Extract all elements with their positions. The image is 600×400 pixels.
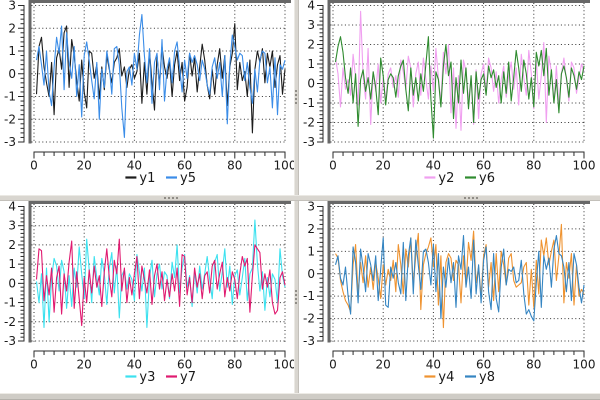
x-tick-label: 60 [476, 358, 491, 372]
y-tick-label: 0 [8, 67, 16, 81]
splitter-grip-icon [295, 90, 297, 104]
y-tick-label: 1 [307, 57, 315, 71]
x-tick-label: 40 [426, 159, 441, 173]
y-tick-label: 2 [8, 238, 16, 252]
plot-panel-top-left[interactable]: -3 -2 -1 0 1 2 3 0 20 40 60 80 100 y1 y5 [0, 0, 294, 194]
y-tick-label: -1 [303, 96, 315, 110]
y-tick-label: 2 [8, 21, 16, 35]
y-tick-label: -3 [4, 334, 16, 348]
x-tick-label: 100 [274, 358, 294, 372]
series-y8-line [334, 235, 585, 322]
x-tick-label: 100 [573, 159, 596, 173]
plot-panel-top-right[interactable]: -3 -2 -1 0 1 2 3 4 0 20 40 60 80 100 y2 y6 [299, 0, 600, 194]
plot-area[interactable]: -3 -2 -1 0 1 2 3 0 20 40 60 80 100 y4 y8 [299, 201, 600, 392]
y-tick-label: 1 [307, 244, 315, 258]
legend-item-y8: y8 [465, 370, 495, 385]
legend-item-y5: y5 [166, 171, 196, 186]
x-tick-label: 60 [177, 159, 192, 173]
y-tick-label: -3 [303, 334, 315, 348]
y-tick-label: -2 [4, 315, 16, 329]
legend-label: y4 [438, 370, 454, 385]
x-tick-label: 0 [30, 358, 38, 372]
x-tick-label: 0 [329, 358, 337, 372]
x-tick-label: 80 [227, 159, 242, 173]
legend-label: y2 [438, 171, 454, 186]
y-tick-label: 0 [8, 276, 16, 290]
y-tick-label: 3 [307, 201, 315, 214]
series-y6-line [334, 36, 585, 139]
x-tick-label: 80 [526, 159, 541, 173]
y-tick-label: 1 [8, 257, 16, 271]
y-tick-label: 3 [8, 219, 16, 233]
y-tick-label: 2 [307, 222, 315, 236]
legend-item-y2: y2 [424, 171, 454, 186]
y-tick-label: -2 [303, 116, 315, 130]
x-tick-label: 100 [573, 358, 596, 372]
y-tick-label: -1 [4, 90, 16, 104]
legend-label: y1 [139, 171, 155, 186]
x-tick-label: 40 [127, 159, 142, 173]
window-bottom-edge [0, 392, 600, 400]
x-tick-label: 0 [30, 159, 38, 173]
x-tick-label: 100 [274, 159, 294, 173]
y-tick-label: -3 [303, 135, 315, 149]
x-tick-label: 20 [376, 159, 391, 173]
legend-label: y3 [139, 370, 155, 385]
legend-item-y7: y7 [166, 370, 196, 385]
y-tick-label: 4 [8, 201, 16, 214]
y-tick-label: -1 [4, 296, 16, 310]
x-tick-label: 0 [329, 159, 337, 173]
plot-panel-bottom-right[interactable]: -3 -2 -1 0 1 2 3 0 20 40 60 80 100 y4 y8 [299, 201, 600, 392]
plot-panel-bottom-left[interactable]: -3 -2 -1 0 1 2 3 4 0 20 40 60 80 100 y3 y7 [0, 201, 294, 392]
y-tick-label: 3 [307, 18, 315, 32]
x-tick-label: 60 [177, 358, 192, 372]
legend-label: y6 [479, 171, 495, 186]
y-tick-label: 1 [8, 44, 16, 58]
x-tick-label: 40 [127, 358, 142, 372]
y-tick-label: -3 [4, 135, 16, 149]
legend-label: y8 [479, 370, 495, 385]
x-tick-label: 80 [526, 358, 541, 372]
legend-item-y4: y4 [424, 370, 454, 385]
legend-item-y6: y6 [465, 171, 495, 186]
x-tick-label: 20 [376, 358, 391, 372]
series-y2-line [334, 10, 585, 131]
y-tick-label: -2 [303, 312, 315, 326]
series-y3-line [35, 219, 286, 329]
splitter-grip-icon [464, 196, 478, 199]
legend-label: y7 [180, 370, 196, 385]
x-tick-label: 80 [227, 358, 242, 372]
y-tick-label: -1 [303, 289, 315, 303]
plot-area[interactable]: -3 -2 -1 0 1 2 3 0 20 40 60 80 100 y1 y5 [0, 0, 294, 194]
y-tick-label: 4 [307, 0, 315, 13]
legend-label: y5 [180, 171, 196, 186]
series-y5-line [35, 14, 286, 138]
series-y7-line [35, 238, 286, 327]
x-tick-label: 60 [476, 159, 491, 173]
y-tick-label: 0 [307, 267, 315, 281]
y-tick-label: 2 [307, 38, 315, 52]
splitter-grip-icon [164, 196, 178, 199]
y-tick-label: -2 [4, 112, 16, 126]
x-tick-label: 20 [77, 358, 92, 372]
horizontal-splitter[interactable] [0, 194, 600, 201]
y-tick-label: 3 [8, 0, 16, 13]
legend-item-y1: y1 [125, 171, 155, 186]
splitter-grip-icon [295, 290, 297, 304]
legend-item-y3: y3 [125, 370, 155, 385]
y-tick-label: 0 [307, 77, 315, 91]
x-tick-label: 20 [77, 159, 92, 173]
x-tick-label: 40 [426, 358, 441, 372]
series-y1-line [35, 23, 286, 134]
